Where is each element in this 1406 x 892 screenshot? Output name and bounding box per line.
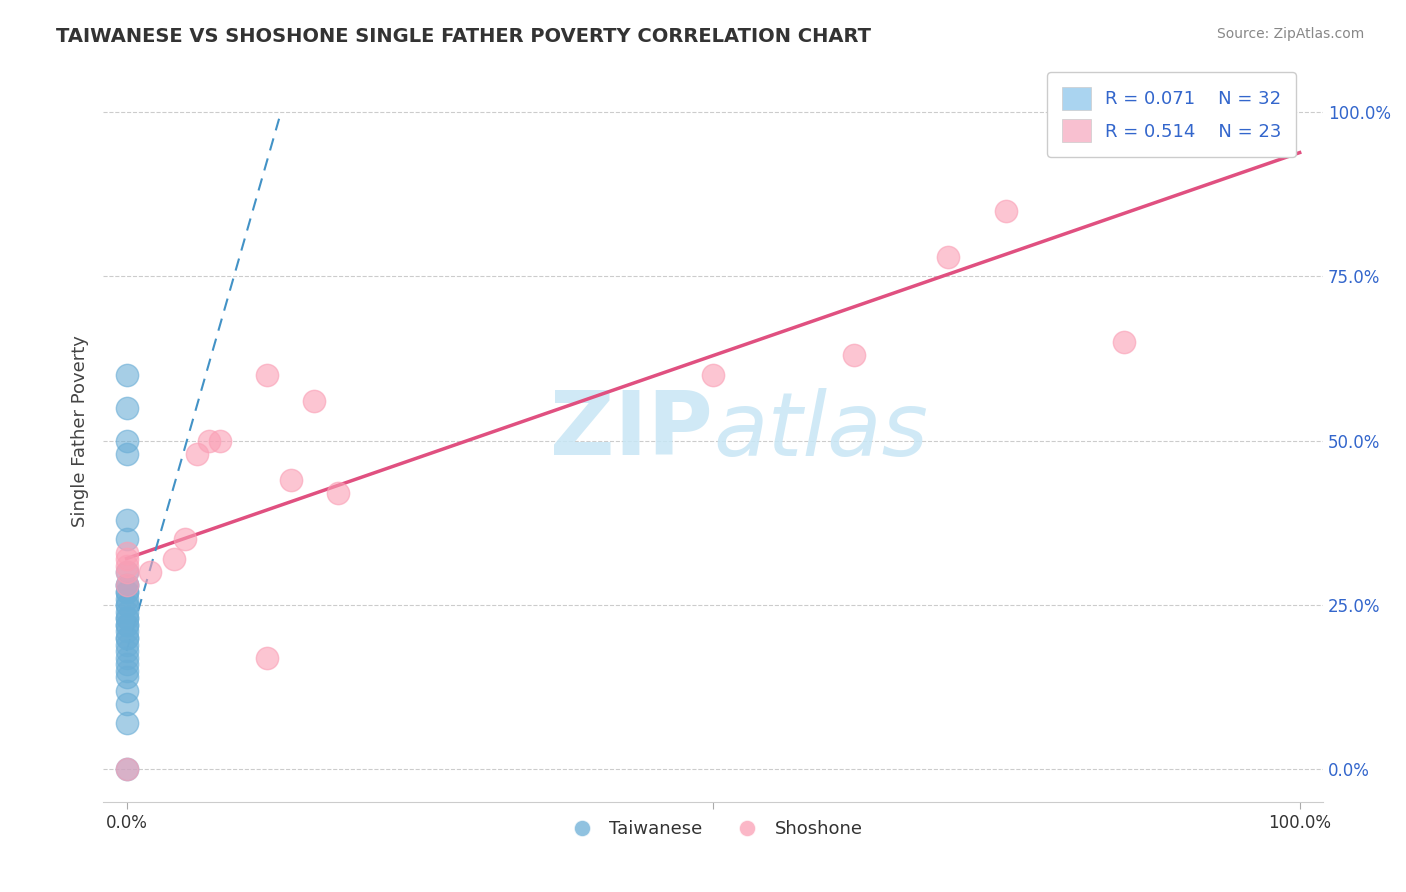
Point (115, 617, 138, 632)
Point (115, 566, 138, 580)
Point (1171, 105, 1194, 120)
Point (174, 533, 197, 547)
Point (842, 348, 865, 362)
Point (115, 447, 138, 461)
Point (115, 611, 138, 625)
Point (256, 650, 278, 665)
Legend: Taiwanese, Shoshone: Taiwanese, Shoshone (557, 813, 870, 846)
Point (115, 591, 138, 606)
Text: ZIP: ZIP (550, 387, 713, 475)
Point (115, 368, 138, 382)
Point (256, 368, 278, 382)
Point (115, 578, 138, 592)
Point (209, 434, 232, 448)
Point (1112, 335, 1135, 350)
Text: Source: ZipAtlas.com: Source: ZipAtlas.com (1216, 27, 1364, 41)
Point (115, 585, 138, 599)
Text: TAIWANESE VS SHOSHONE SINGLE FATHER POVERTY CORRELATION CHART: TAIWANESE VS SHOSHONE SINGLE FATHER POVE… (56, 27, 872, 45)
Point (115, 545, 138, 559)
Point (115, 513, 138, 527)
Point (115, 638, 138, 652)
Point (186, 447, 208, 461)
Point (115, 650, 138, 665)
Point (115, 624, 138, 639)
Point (115, 611, 138, 625)
Point (115, 664, 138, 678)
Point (936, 250, 959, 264)
Point (115, 763, 138, 777)
Point (115, 670, 138, 684)
Point (115, 533, 138, 547)
Point (115, 578, 138, 592)
Point (115, 657, 138, 672)
Point (115, 644, 138, 658)
Point (115, 585, 138, 599)
Point (115, 617, 138, 632)
Point (702, 368, 724, 382)
Point (115, 697, 138, 711)
Point (115, 598, 138, 612)
Point (995, 203, 1018, 218)
Text: atlas: atlas (713, 388, 928, 474)
Point (115, 605, 138, 619)
Point (115, 566, 138, 580)
Point (115, 434, 138, 448)
Point (115, 716, 138, 731)
Point (115, 552, 138, 566)
Point (115, 401, 138, 415)
Point (115, 578, 138, 592)
Point (115, 558, 138, 573)
Point (115, 631, 138, 645)
Point (115, 763, 138, 777)
Point (162, 552, 184, 566)
Y-axis label: Single Father Poverty: Single Father Poverty (72, 335, 89, 527)
Point (115, 598, 138, 612)
Point (139, 566, 162, 580)
Point (115, 683, 138, 698)
Point (326, 486, 349, 500)
Point (304, 394, 326, 409)
Point (280, 473, 302, 487)
Point (115, 631, 138, 645)
Point (197, 434, 219, 448)
